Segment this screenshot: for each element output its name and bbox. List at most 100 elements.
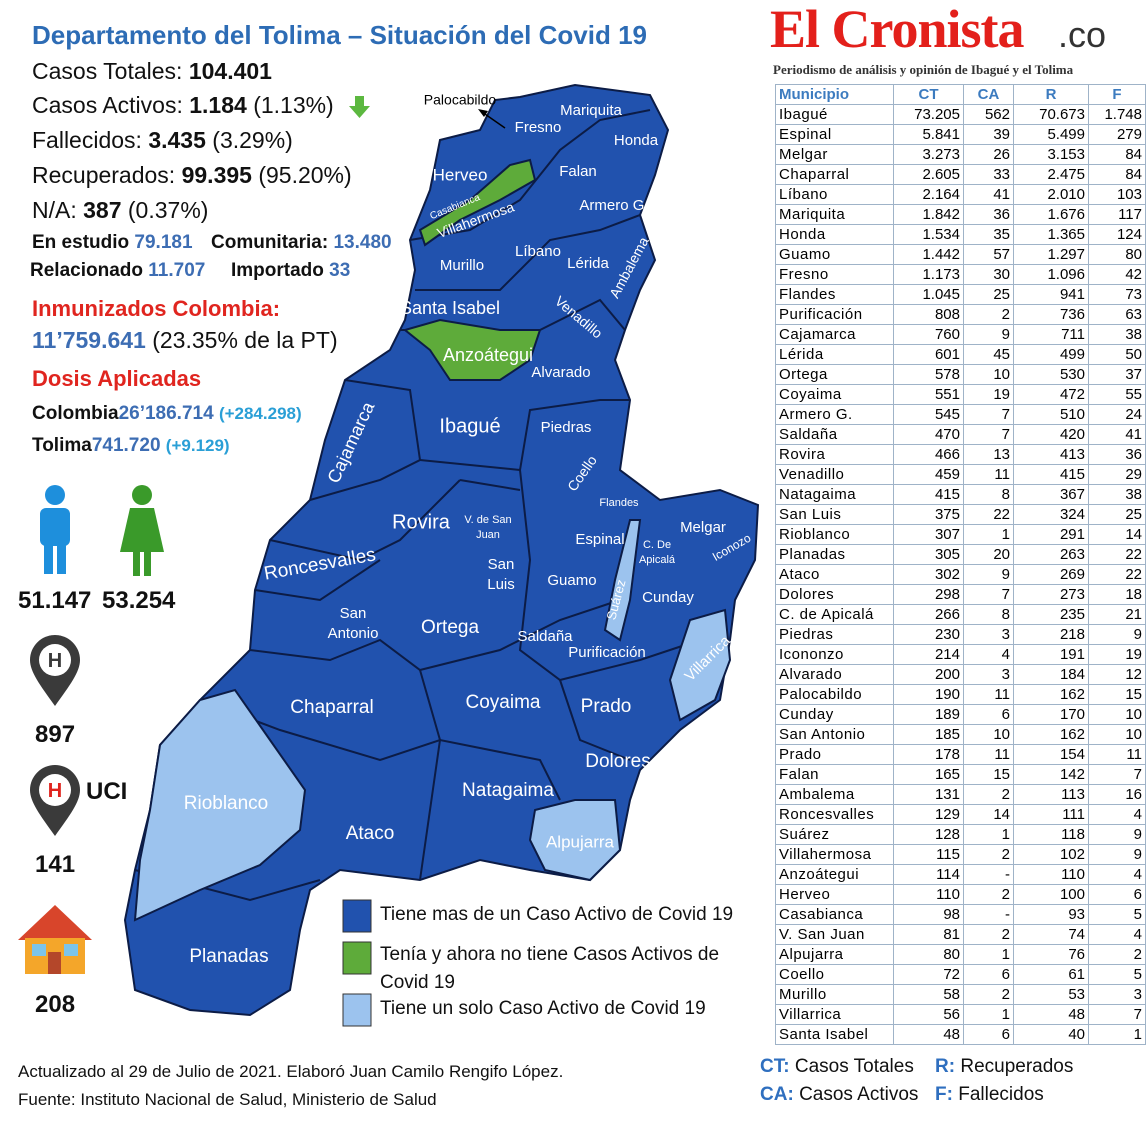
table-cell: 1.173 [893, 264, 964, 285]
icon-count: 208 [35, 991, 76, 1018]
table-cell: 11 [963, 684, 1014, 705]
table-cell: Herveo [775, 884, 894, 905]
summary-line: N/A: 387 (0.37%) [32, 197, 208, 224]
table-cell: 413 [1013, 444, 1089, 465]
table-cell: 2 [1088, 944, 1146, 965]
municipality-label: Ortega [421, 617, 480, 638]
table-cell: 1.842 [893, 204, 964, 225]
municipality-label: Palocabildo [424, 92, 497, 108]
table-cell: 2.605 [893, 164, 964, 185]
municipality-label: Dolores [585, 751, 650, 772]
table-cell: Ortega [775, 364, 894, 385]
legend-text: Tenía y ahora no tiene Casos Activos de … [380, 944, 720, 993]
table-cell: 6 [1088, 884, 1146, 905]
table-cell: 115 [893, 844, 964, 865]
table-cell: Dolores [775, 584, 894, 605]
table-row: Purificación 808 2 736 63 [775, 304, 1146, 325]
municipality-label: Rovira [392, 511, 451, 533]
table-cell: 2 [963, 884, 1014, 905]
table-cell: 42 [1088, 264, 1146, 285]
table-cell: 472 [1013, 384, 1089, 405]
table-row: Mariquita 1.842 36 1.676 117 [775, 204, 1146, 225]
origin-item: En estudio 79.181 [32, 232, 193, 254]
table-cell: Armero G. [775, 404, 894, 425]
table-cell: 36 [963, 204, 1014, 225]
table-row: San Antonio 185 10 162 10 [775, 724, 1146, 745]
municipality-label: Murillo [440, 257, 484, 274]
municipality-label: Anzoátegui [443, 345, 533, 365]
table-cell: C. de Apicalá [775, 604, 894, 625]
table-cell: 551 [893, 384, 964, 405]
table-cell: 6 [963, 1024, 1014, 1045]
key-text: Recuperados [960, 1056, 1074, 1077]
svg-text:H: H [48, 650, 62, 672]
table-cell: 8 [963, 484, 1014, 505]
table-cell: Mariquita [775, 204, 894, 225]
origin-value: 79.181 [134, 232, 193, 253]
summary-line: Recuperados: 99.395 (95.20%) [32, 162, 352, 189]
table-cell: 117 [1088, 204, 1146, 225]
table-row: Roncesvalles 129 14 111 4 [775, 804, 1146, 825]
table-cell: 131 [893, 784, 964, 805]
table-cell: 170 [1013, 704, 1089, 725]
origin-value: 33 [329, 260, 351, 281]
column-header: F [1088, 84, 1146, 105]
table-cell: 1.442 [893, 244, 964, 265]
municipality-label: Líbano [515, 243, 561, 260]
table-cell: Icononzo [775, 644, 894, 665]
municipality-label: Santa Isabel [400, 298, 500, 318]
region-single-case [528, 799, 622, 882]
table-cell: Espinal [775, 124, 894, 145]
table-cell: Venadillo [775, 464, 894, 485]
table-cell: Rovira [775, 444, 894, 465]
table-cell: 113 [1013, 784, 1089, 805]
table-cell: 10 [1088, 724, 1146, 745]
table-cell: Villarrica [775, 1004, 894, 1025]
table-cell: Cunday [775, 704, 894, 725]
table-cell: Ibagué [775, 104, 894, 125]
table-cell: Chaparral [775, 164, 894, 185]
table-cell: 129 [893, 804, 964, 825]
table-cell: 81 [893, 924, 964, 945]
summary-label: Recuperados: [32, 162, 176, 188]
table-row: Armero G. 545 7 510 24 [775, 404, 1146, 425]
table-cell: 61 [1013, 964, 1089, 985]
icon-count: 897 [35, 721, 76, 748]
table-cell: 367 [1013, 484, 1089, 505]
municipality-label: Antonio [328, 625, 379, 642]
table-cell: 9 [963, 324, 1014, 345]
table-cell: 30 [963, 264, 1014, 285]
table-row: Ataco 302 9 269 22 [775, 564, 1146, 585]
table-row: San Luis 375 22 324 25 [775, 504, 1146, 525]
summary-label: Casos Totales: [32, 58, 183, 84]
table-cell: 4 [963, 644, 1014, 665]
table-cell: 2.164 [893, 184, 964, 205]
table-cell: 21 [1088, 604, 1146, 625]
table-cell: 5.499 [1013, 124, 1089, 145]
table-cell: 2.475 [1013, 164, 1089, 185]
table-cell: 35 [963, 224, 1014, 245]
municipality-label: Falan [559, 163, 597, 180]
table-cell: 93 [1013, 904, 1089, 925]
table-cell: 459 [893, 464, 964, 485]
doses-title: Dosis Aplicadas [32, 366, 202, 391]
footer-line: Actualizado al 29 de Julio de 2021. Elab… [18, 1062, 564, 1081]
table-row: Honda 1.534 35 1.365 124 [775, 224, 1146, 245]
immunized-line: 11’759.641 (23.35% de la PT) [32, 327, 338, 354]
table-cell: 11 [963, 744, 1014, 765]
table-cell: V. San Juan [775, 924, 894, 945]
table-cell: 14 [1088, 524, 1146, 545]
table-cell: 711 [1013, 324, 1089, 345]
region-no-active [402, 318, 542, 381]
table-cell: 214 [893, 644, 964, 665]
table-row: Ibagué 73.205 562 70.673 1.748 [775, 104, 1146, 125]
table-cell: 12 [1088, 664, 1146, 685]
table-cell: 4 [1088, 804, 1146, 825]
table-cell: 50 [1088, 344, 1146, 365]
municipality-label: Luis [487, 576, 515, 593]
table-cell: 302 [893, 564, 964, 585]
table-cell: 84 [1088, 144, 1146, 165]
table-cell: 110 [1013, 864, 1089, 885]
municipality-label: Flandes [599, 497, 639, 509]
table-cell: Purificación [775, 304, 894, 325]
